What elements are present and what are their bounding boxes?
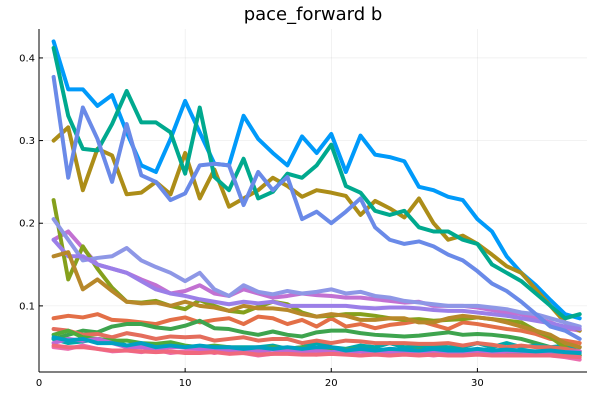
series-line-3: [51, 318, 582, 354]
series-line-11: [51, 237, 582, 332]
series-line-17: [51, 343, 582, 360]
y-tick-label: 0.4: [19, 53, 35, 64]
x-tick-label: 10: [179, 378, 192, 389]
x-tick-label: 20: [325, 378, 338, 389]
y-tick-label: 0.1: [19, 301, 35, 312]
x-tick-label: 30: [471, 378, 484, 389]
y-tick-label: 0.3: [19, 136, 35, 147]
y-tick-label: 0.2: [19, 219, 35, 230]
x-tick-label: 0: [36, 378, 42, 389]
series-line-1: [51, 39, 582, 321]
series-line-15: [51, 250, 582, 350]
axes: 0 10 20 30 0.1 0.2 0.3 0.4: [19, 29, 587, 389]
series-line-16: [51, 335, 582, 355]
series-line-5: [51, 125, 582, 333]
series-line-18: [51, 74, 582, 341]
series-line-10: [51, 217, 582, 329]
chart-title: pace_forward b: [244, 4, 383, 25]
series-line-9: [51, 46, 582, 321]
series-lines: [51, 39, 582, 362]
series-line-12: [51, 327, 582, 354]
